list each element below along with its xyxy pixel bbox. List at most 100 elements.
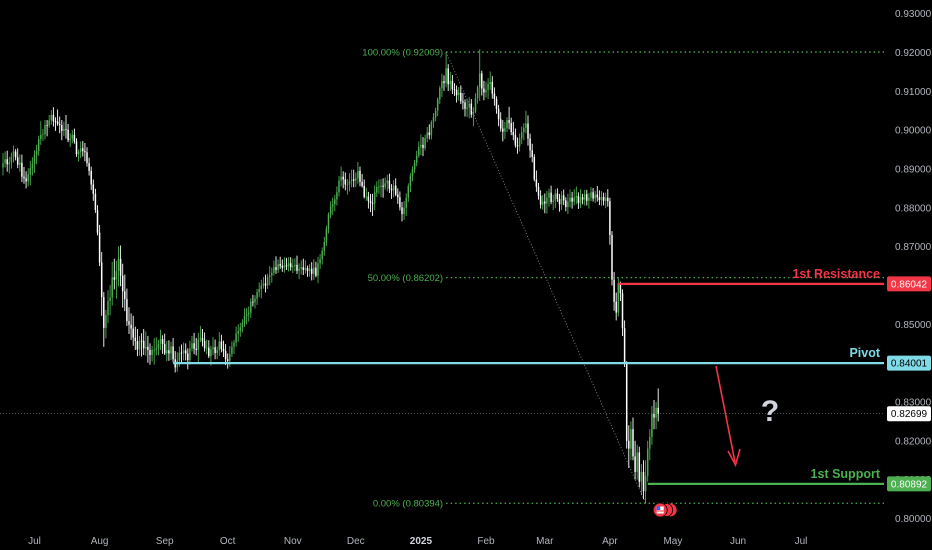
candle-body	[657, 407, 659, 414]
candle-body	[187, 353, 189, 361]
candle-body	[636, 452, 638, 472]
candle-body	[216, 349, 218, 354]
candle-body	[619, 283, 622, 294]
candle-body	[27, 174, 29, 182]
candle-body	[600, 196, 603, 201]
candle-body	[401, 207, 403, 215]
candle-body	[218, 341, 221, 350]
candle-body	[145, 346, 147, 349]
candle-body	[346, 184, 349, 186]
candle-body	[279, 264, 281, 266]
down-arrow-head	[727, 448, 741, 468]
candle-body	[193, 343, 195, 349]
candle-body	[350, 179, 353, 181]
candle-body	[73, 134, 76, 142]
candle-body	[37, 139, 40, 152]
candle-body	[527, 123, 529, 139]
candle-body	[121, 275, 124, 292]
candle-layer	[2, 49, 659, 504]
candle-body	[208, 347, 210, 357]
candle-body	[535, 179, 538, 187]
candle-body	[172, 346, 174, 360]
level-name: 1st Resistance	[792, 267, 880, 281]
candle-body	[523, 127, 525, 133]
time-tick-label: Apr	[602, 536, 618, 547]
candle-body	[434, 110, 437, 118]
fib-level-label: 100.00% (0.92009)	[362, 48, 443, 59]
candle-body	[310, 268, 313, 274]
time-axis-panel	[0, 536, 932, 550]
candle-body	[558, 198, 561, 205]
candle-body	[304, 268, 307, 270]
candle-body	[199, 337, 202, 340]
candle-body	[594, 194, 596, 199]
candle-body	[457, 92, 460, 96]
candle-body	[147, 346, 149, 350]
candle-body	[48, 120, 50, 126]
candle-body	[247, 312, 250, 315]
candle-body	[596, 194, 599, 198]
candle-body	[604, 197, 607, 201]
candle-body	[411, 169, 414, 176]
candle-body	[334, 199, 336, 205]
candle-body	[180, 352, 183, 354]
candle-body	[384, 183, 386, 187]
candle-body	[390, 188, 393, 191]
candle-body	[371, 203, 374, 204]
candle-body	[397, 194, 399, 198]
us-flag-canton	[656, 506, 661, 510]
candle-body	[617, 283, 620, 313]
candle-body	[16, 157, 19, 165]
candle-body	[630, 429, 632, 449]
candle-body	[25, 178, 27, 182]
candle-body	[340, 176, 342, 181]
candle-body	[75, 141, 78, 155]
candle-body	[621, 293, 624, 329]
level-price-badge	[887, 355, 931, 371]
candle-body	[71, 134, 74, 139]
candle-body	[560, 195, 563, 205]
candle-body	[86, 152, 88, 164]
candle-body	[373, 192, 376, 204]
candle-body	[220, 341, 223, 350]
candle-body	[497, 108, 500, 120]
price-tick-label: 0.83000	[895, 398, 932, 409]
candle-body	[281, 265, 284, 268]
candle-body	[323, 241, 326, 251]
candle-body	[126, 299, 128, 322]
candle-body	[2, 163, 4, 168]
price-tick-label: 0.93000	[895, 9, 932, 20]
time-tick-label: Mar	[536, 536, 554, 547]
candle-body	[428, 132, 431, 136]
level-price-badge	[887, 276, 931, 292]
candle-body	[23, 176, 25, 179]
candle-body	[229, 353, 231, 361]
candle-body	[562, 195, 565, 201]
candle-body	[525, 123, 527, 128]
candle-body	[178, 352, 181, 361]
candle-body	[628, 440, 630, 449]
time-tick-label: Sep	[156, 536, 174, 547]
candle-body	[541, 201, 544, 205]
candle-body	[405, 197, 407, 208]
candle-body	[651, 413, 653, 437]
candle-body	[613, 279, 615, 302]
candle-body	[403, 207, 405, 215]
candle-body	[142, 341, 145, 349]
time-tick-label: May	[663, 536, 682, 547]
candle-body	[548, 192, 550, 198]
candle-body	[602, 196, 605, 201]
candle-body	[577, 196, 580, 204]
candle-body	[132, 328, 134, 338]
candle-body	[239, 327, 242, 332]
candle-body	[453, 89, 456, 91]
candle-body	[4, 159, 6, 164]
candle-body	[258, 288, 260, 293]
candle-body	[308, 268, 311, 272]
candle-body	[499, 119, 502, 129]
candle-body	[348, 180, 351, 185]
candle-body	[226, 359, 229, 361]
candle-body	[418, 146, 420, 156]
price-tick-label: 0.87000	[895, 242, 932, 253]
